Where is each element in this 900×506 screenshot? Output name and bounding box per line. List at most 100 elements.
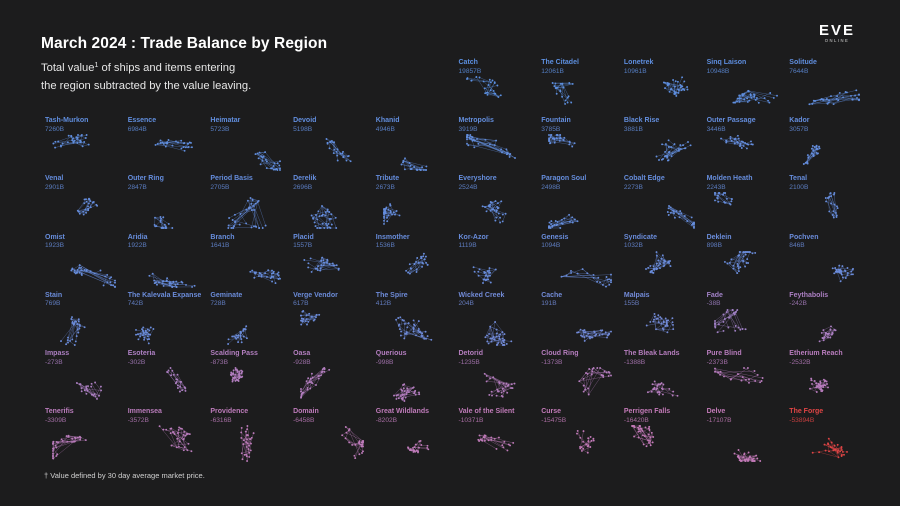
system-dot <box>250 442 253 445</box>
jump-line <box>486 94 501 96</box>
system-dot <box>322 258 325 261</box>
system-dot <box>830 195 833 198</box>
region-name: Omist <box>45 233 65 241</box>
system-dot <box>401 397 404 399</box>
system-dot <box>420 256 422 259</box>
system-dot <box>497 212 500 215</box>
jump-line <box>585 329 601 333</box>
system-dot <box>581 335 584 338</box>
system-dot <box>231 335 234 338</box>
system-dot <box>846 273 849 276</box>
system-dot <box>831 333 834 336</box>
system-dot <box>644 267 647 270</box>
system-dot <box>661 143 663 146</box>
system-dot <box>854 94 857 97</box>
system-dot <box>276 272 279 275</box>
system-dot <box>178 385 181 388</box>
system-dot <box>649 436 652 439</box>
region-map <box>227 325 249 345</box>
system-dot <box>551 82 554 84</box>
system-dot <box>660 317 663 320</box>
system-dot <box>78 266 81 269</box>
system-dot <box>722 320 725 323</box>
system-dot <box>599 280 602 283</box>
system-dot <box>597 276 600 279</box>
system-dot <box>409 448 412 451</box>
system-dot <box>254 153 257 156</box>
system-dot <box>78 271 81 274</box>
system-dot <box>78 263 81 266</box>
system-dot <box>491 335 494 338</box>
system-dot <box>841 264 844 267</box>
system-dot <box>227 342 230 345</box>
system-dot <box>162 428 164 431</box>
system-dot <box>659 383 662 386</box>
system-dot <box>237 336 240 339</box>
region-value: 5723B <box>210 125 230 133</box>
system-dot <box>407 391 410 394</box>
system-dot <box>382 217 385 220</box>
system-dot <box>548 137 551 140</box>
region-map <box>733 449 761 463</box>
system-dot <box>750 96 753 99</box>
system-dot <box>72 441 75 443</box>
system-dot <box>737 326 740 329</box>
system-dot <box>420 265 423 268</box>
jump-line <box>717 330 724 333</box>
jump-line <box>404 167 422 170</box>
region-grid: Catch 19857B The Citadel 12061B Lonetrek 1096… <box>45 59 870 463</box>
region-value: -15475B <box>541 416 567 424</box>
system-dot <box>633 426 636 429</box>
system-dot <box>508 444 511 447</box>
region-value: 2524B <box>458 183 478 191</box>
region-map <box>148 272 196 288</box>
region-name: Perrigen Falls <box>623 408 671 416</box>
system-dot <box>336 148 339 151</box>
jump-line <box>656 260 669 264</box>
system-dot <box>484 274 487 277</box>
jump-line <box>582 268 601 283</box>
system-dot <box>639 430 641 433</box>
system-dot <box>54 146 57 149</box>
jump-line <box>315 217 336 227</box>
jump-line <box>342 153 351 162</box>
system-dot <box>491 376 494 379</box>
system-dot <box>175 378 178 381</box>
system-dot <box>326 210 329 213</box>
system-dot <box>815 148 818 151</box>
system-dot <box>822 328 825 331</box>
system-dot <box>498 217 501 220</box>
system-dot <box>253 209 256 212</box>
system-dot <box>279 277 282 280</box>
region-map <box>655 139 692 162</box>
system-dot <box>168 282 171 285</box>
system-dot <box>315 214 318 217</box>
system-dot <box>834 266 837 269</box>
system-dot <box>483 87 486 90</box>
jump-line <box>238 329 247 343</box>
system-dot <box>335 150 338 153</box>
system-dot <box>311 382 314 385</box>
region-map <box>70 263 116 288</box>
system-dot <box>399 334 402 337</box>
system-dot <box>737 269 740 272</box>
jump-line <box>386 207 397 212</box>
system-dot <box>241 427 244 430</box>
system-dot <box>657 264 660 267</box>
system-dot <box>332 152 335 155</box>
jump-line <box>734 453 760 462</box>
system-dot <box>495 211 497 214</box>
system-dot <box>86 389 89 392</box>
system-dot <box>842 276 845 279</box>
system-dot <box>735 100 738 103</box>
jump-line <box>400 392 419 397</box>
system-dot <box>736 373 739 376</box>
system-dot <box>278 164 281 167</box>
system-dot <box>165 227 167 230</box>
system-dot <box>852 268 854 271</box>
system-dot <box>179 139 182 142</box>
system-dot <box>852 272 855 275</box>
system-dot <box>402 160 405 163</box>
system-dot <box>736 97 739 100</box>
system-dot <box>721 194 724 197</box>
